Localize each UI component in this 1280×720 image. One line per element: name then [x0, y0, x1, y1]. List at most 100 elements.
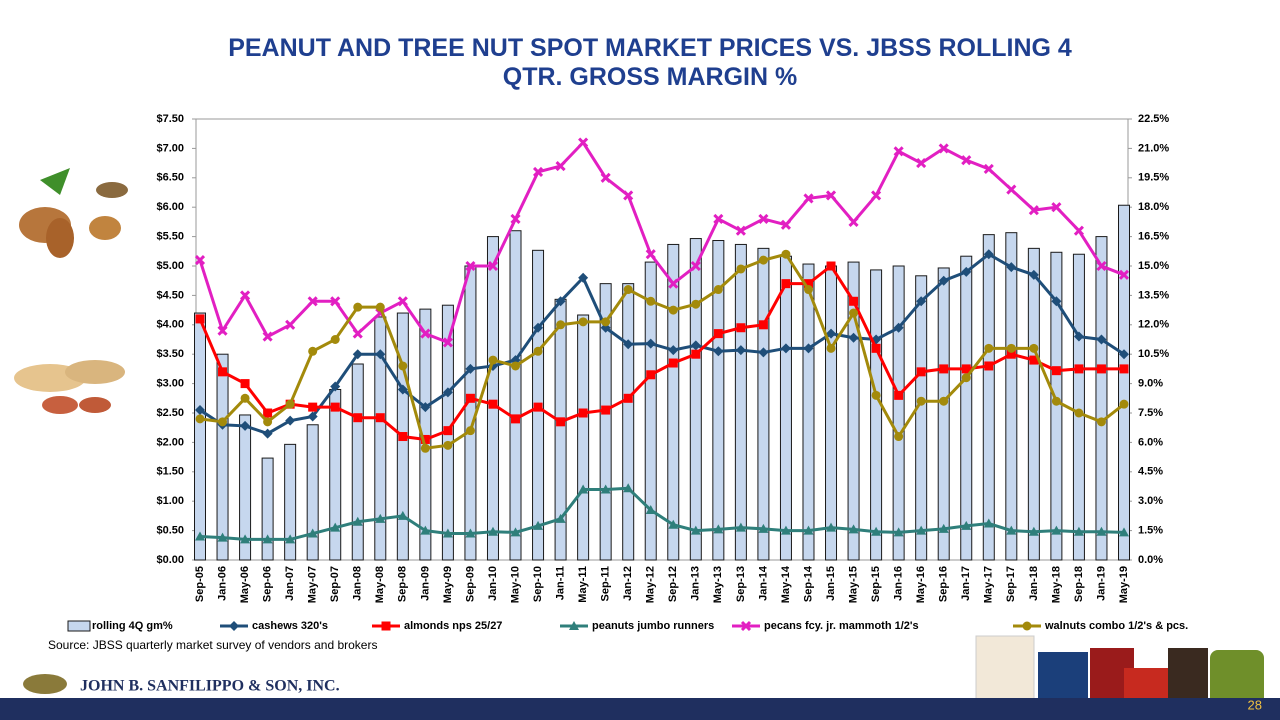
- point: [780, 343, 791, 354]
- point: [713, 346, 724, 357]
- x-tick-label: Sep-18: [1073, 566, 1085, 602]
- point: [195, 405, 205, 416]
- point: [1006, 525, 1017, 535]
- point: [397, 510, 408, 520]
- point: [330, 522, 341, 532]
- point: [218, 367, 228, 377]
- x-tick-label: Jan-16: [893, 566, 905, 601]
- y-tick-label: $3.00: [156, 378, 184, 390]
- x-tick-label: May-10: [509, 566, 521, 603]
- point: [623, 339, 634, 350]
- y2-tick-label: 21.0%: [1138, 142, 1169, 154]
- point: [285, 534, 296, 544]
- bar: [644, 261, 657, 561]
- point: [1006, 343, 1016, 353]
- point: [510, 527, 521, 537]
- point: [487, 526, 498, 536]
- point: [330, 335, 340, 344]
- point: [668, 358, 678, 368]
- y-tick-label: $0.00: [156, 554, 184, 566]
- point: [1073, 331, 1084, 342]
- point: [375, 513, 386, 523]
- point: [668, 278, 679, 289]
- point: [826, 522, 837, 532]
- point: [961, 364, 971, 374]
- point: [600, 172, 611, 183]
- point: [825, 190, 837, 201]
- point: [375, 302, 385, 312]
- point: [442, 528, 453, 538]
- point: [871, 526, 882, 536]
- point: [939, 364, 949, 374]
- point: [262, 331, 273, 342]
- point: [240, 393, 250, 403]
- page-number: 28: [1248, 697, 1262, 712]
- series-line: [198, 140, 1125, 345]
- logo: [23, 674, 67, 694]
- point: [916, 158, 927, 169]
- bar: [1118, 204, 1130, 561]
- point: [555, 513, 566, 523]
- series-line: [199, 486, 1125, 541]
- point: [758, 320, 768, 330]
- bar: [351, 363, 364, 561]
- point: [375, 413, 385, 423]
- x-tick-label: Jan-10: [487, 566, 499, 601]
- point: [849, 308, 859, 318]
- point: [894, 432, 904, 442]
- point: [240, 420, 251, 431]
- bar: [960, 255, 973, 561]
- point: [240, 290, 251, 301]
- point: [916, 367, 926, 377]
- y-tick-label: $1.50: [156, 466, 184, 478]
- point: [780, 219, 792, 230]
- point: [1051, 202, 1062, 213]
- point: [691, 299, 701, 309]
- point: [218, 417, 228, 427]
- company-name: JOHN B. SANFILIPPO & SON, INC.: [80, 678, 340, 695]
- point: [443, 440, 453, 450]
- point: [826, 328, 837, 339]
- point: [465, 393, 475, 403]
- point: [308, 346, 318, 356]
- point: [578, 408, 588, 418]
- bar: [689, 238, 702, 561]
- point: [984, 343, 994, 353]
- point: [465, 363, 476, 374]
- point: [826, 261, 836, 271]
- point: [758, 255, 768, 265]
- bar: [194, 312, 206, 561]
- legend-marker: [740, 620, 752, 632]
- point: [871, 190, 882, 201]
- point: [556, 320, 566, 330]
- y-tick-label: $2.50: [156, 407, 184, 419]
- point: [263, 417, 273, 427]
- legend-label: peanuts jumbo runners: [592, 620, 714, 632]
- y-tick-label: $6.00: [156, 201, 184, 213]
- y2-tick-label: 12.0%: [1138, 319, 1169, 331]
- x-tick-label: Jan-17: [960, 566, 972, 601]
- bar: [1005, 232, 1018, 561]
- point: [488, 399, 498, 409]
- bar: [464, 265, 477, 561]
- bar: [239, 414, 252, 561]
- point: [623, 190, 634, 201]
- x-tick-label: May-11: [577, 566, 589, 603]
- point: [849, 296, 859, 306]
- x-tick-label: Jan-13: [690, 566, 702, 601]
- point: [420, 402, 431, 413]
- point: [420, 434, 430, 444]
- bar: [599, 283, 612, 561]
- point: [691, 349, 701, 359]
- point: [1119, 399, 1129, 409]
- y2-tick-label: 19.5%: [1138, 172, 1169, 184]
- bar: [1027, 247, 1040, 561]
- point: [1096, 364, 1106, 374]
- point: [330, 296, 341, 307]
- y-tick-label: $0.50: [156, 525, 184, 537]
- x-tick-label: Sep-07: [329, 566, 341, 602]
- point: [420, 525, 431, 535]
- point: [1051, 396, 1061, 406]
- x-tick-label: May-08: [374, 566, 386, 603]
